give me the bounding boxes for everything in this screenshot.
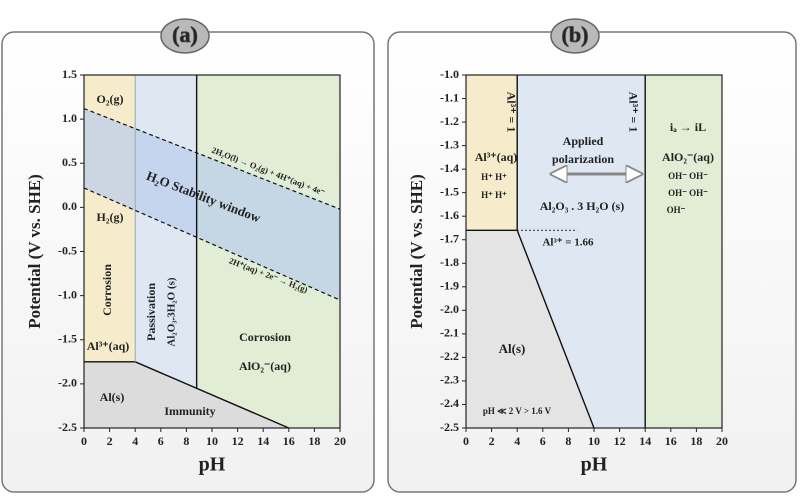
annotation: Al₂O₃ . 3 H₂O (s) [540, 199, 624, 213]
x-tick-label: 8 [183, 434, 189, 448]
y-tick-label: -1.2 [440, 114, 459, 128]
annotation: Corrosion [239, 330, 291, 344]
annotation: Al(s) [499, 341, 526, 356]
y-tick-label: -2.0 [440, 302, 459, 316]
x-tick-label: 8 [565, 434, 571, 448]
y-tick-label: -0.5 [58, 243, 77, 257]
x-tick-label: 10 [588, 434, 600, 448]
annotation: iₐ → iL [670, 120, 706, 134]
y-tick-label: -1.4 [440, 161, 459, 175]
x-tick-label: 10 [206, 434, 218, 448]
annotation: Al₂O₃.3H₂O (s) [166, 277, 178, 347]
y-tick-label: 0.0 [62, 199, 77, 213]
x-tick-label: 14 [257, 434, 269, 448]
annotation: pH ≪ 2 V > 1.6 V [483, 406, 552, 416]
x-tick-label: 12 [614, 434, 626, 448]
y-tick-label: -2.3 [440, 373, 459, 387]
x-tick-label: 16 [665, 434, 677, 448]
y-tick-label: -1.1 [440, 90, 459, 104]
x-tick-label: 4 [132, 434, 138, 448]
panel-badge [160, 18, 210, 54]
annotation: OH⁻ [667, 205, 686, 215]
annotation: Al³⁺ = 1 [626, 92, 640, 133]
annotation: Applied [563, 134, 604, 148]
annotation: H₂(g) [97, 210, 124, 224]
x-tick-label: 2 [489, 434, 495, 448]
annotation: OH⁻ OH⁻ [668, 188, 708, 198]
y-tick-label: -1.0 [440, 67, 459, 81]
annotation: Al³⁺ = 1 [504, 92, 518, 133]
y-tick-label: -2.1 [440, 326, 459, 340]
y-tick-label: -1.8 [440, 255, 459, 269]
x-tick-label: 6 [158, 434, 164, 448]
annotation: AlO₂⁻(aq) [239, 359, 291, 373]
y-axis-label: Potential (V vs. SHE) [407, 174, 426, 329]
annotation: O₂(g) [97, 92, 124, 106]
y-tick-label: 1.0 [62, 111, 77, 125]
x-axis-label: pH [199, 454, 226, 476]
y-tick-label: 0.5 [62, 155, 77, 169]
annotation: OH⁻ OH⁻ [668, 171, 708, 181]
region-fill [84, 361, 289, 428]
annotation: H⁺ H⁺ [481, 172, 507, 182]
panel-title: (b) [562, 22, 589, 47]
y-tick-label: 1.5 [62, 67, 77, 81]
x-tick-label: 18 [690, 434, 702, 448]
x-tick-label: 16 [283, 434, 295, 448]
band [645, 75, 722, 428]
x-tick-label: 2 [107, 434, 113, 448]
annotation: Al³⁺ = 1.66 [542, 237, 594, 249]
boundary-line [134, 361, 290, 429]
annotation: Immunity [164, 404, 215, 418]
boundary-line [83, 107, 341, 210]
x-tick-label: 6 [540, 434, 546, 448]
annotation: Al(s) [100, 390, 125, 404]
x-tick-label: 12 [232, 434, 244, 448]
x-tick-label: 0 [81, 434, 87, 448]
boundary-line [516, 230, 595, 429]
annotation: H⁺ H⁺ [481, 190, 507, 200]
y-tick-label: -2.5 [440, 420, 459, 434]
annotation: AlO₂⁻(aq) [662, 150, 714, 164]
x-tick-label: 4 [514, 434, 520, 448]
boundary-line [83, 187, 341, 301]
annotation: Al³⁺(aq) [475, 150, 518, 164]
y-tick-label: -2.5 [58, 420, 77, 434]
y-tick-label: -1.5 [58, 332, 77, 346]
y-axis-label: Potential (V vs. SHE) [25, 174, 44, 329]
panel-badge [550, 18, 600, 54]
y-tick-label: -1.7 [440, 231, 459, 245]
y-tick-label: -1.5 [440, 184, 459, 198]
x-tick-label: 18 [308, 434, 320, 448]
annotation: Passivation [144, 283, 158, 341]
annotation: Al³⁺(aq) [87, 339, 130, 353]
y-tick-label: -2.2 [440, 349, 459, 363]
x-axis-label: pH [581, 454, 608, 476]
region-fill [466, 230, 594, 428]
x-tick-label: 20 [334, 434, 346, 448]
y-tick-label: -1.0 [58, 287, 77, 301]
annotation: polarization [552, 152, 614, 166]
y-tick-label: -2.4 [440, 396, 459, 410]
x-tick-label: 14 [639, 434, 651, 448]
y-tick-label: -2.0 [58, 376, 77, 390]
x-tick-label: 20 [716, 434, 728, 448]
annotation: Corrosion [100, 264, 114, 316]
y-tick-label: -1.9 [440, 279, 459, 293]
panel-title: (a) [172, 22, 198, 47]
x-tick-label: 0 [463, 434, 469, 448]
y-tick-label: -1.3 [440, 137, 459, 151]
stability-window [84, 108, 340, 301]
y-tick-label: -1.6 [440, 208, 459, 222]
